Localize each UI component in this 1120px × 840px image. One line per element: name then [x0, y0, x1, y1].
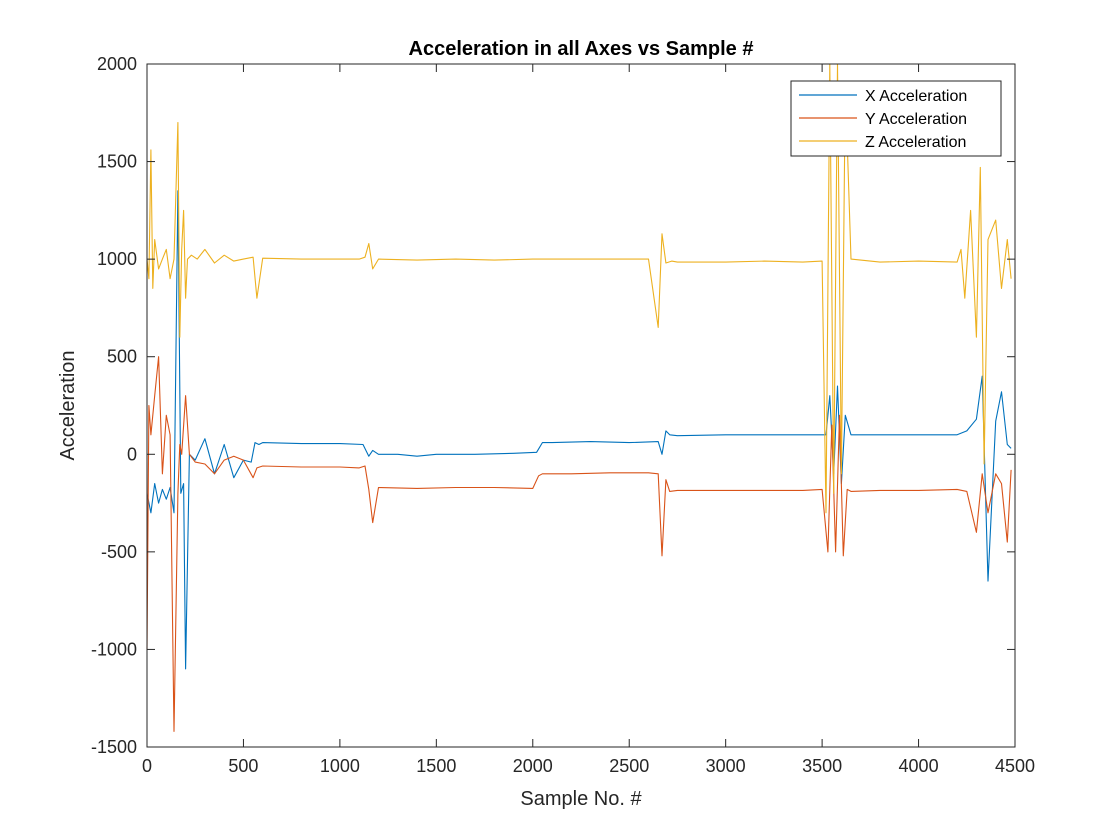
x-axis-title: Sample No. # [520, 788, 642, 810]
x-tick-label: 4500 [995, 756, 1035, 776]
y-tick-label: -1000 [91, 639, 137, 659]
chart-title: Acceleration in all Axes vs Sample # [409, 38, 754, 60]
x-tick-label: 500 [228, 756, 258, 776]
legend: X Acceleration Y Acceleration Z Accelerati… [790, 80, 1002, 157]
axes-layer: 0 500 1000 1500 2000 2500 3000 3500 4000 4500 -150… [91, 54, 1035, 776]
legend-label-1: X Acceleration [865, 88, 967, 105]
x-tick-label: 3500 [802, 756, 842, 776]
y-tick-label: 500 [107, 347, 137, 367]
legend-label-3: Z Acceleration [865, 134, 966, 151]
x-tick-label: 3000 [706, 756, 746, 776]
axes-box [146, 63, 1016, 748]
series-line-1 [146, 190, 1012, 670]
x-tick-label: 1500 [416, 756, 456, 776]
y-tick-label: -500 [101, 542, 137, 562]
series-line-3 [146, 63, 1012, 514]
y-axis-title: Acceleration [57, 350, 79, 460]
y-tick-label: 2000 [97, 54, 137, 74]
y-tick-label: 1000 [97, 249, 137, 269]
x-tick-label: 1000 [320, 756, 360, 776]
x-tick-label: 4000 [899, 756, 939, 776]
series-line-2 [146, 356, 1012, 732]
legend-label-2: Y Acceleration [865, 111, 967, 128]
y-tick-label: 0 [127, 444, 137, 464]
plot-area [147, 64, 1015, 747]
series-layer [146, 63, 1012, 732]
y-tick-label: 1500 [97, 152, 137, 172]
y-tick-label: -1500 [91, 737, 137, 757]
x-tick-label: 2500 [609, 756, 649, 776]
x-tick-label: 0 [142, 756, 152, 776]
x-tick-label: 2000 [513, 756, 553, 776]
